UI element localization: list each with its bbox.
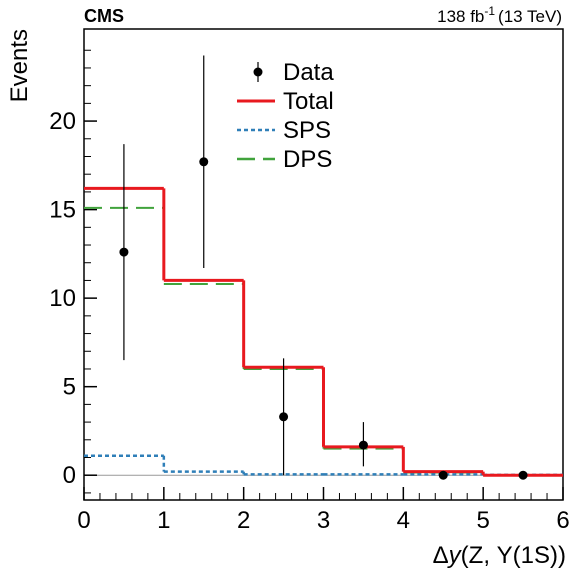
experiment-label: CMS [84, 6, 124, 26]
y-tick-label: 15 [49, 197, 76, 224]
axis-ticks [83, 49, 564, 500]
series-sps [84, 454, 563, 477]
tick-labels: 0 1 2 3 4 5 6 0 5 10 15 20 [49, 108, 569, 534]
data-point [358, 440, 368, 450]
x-axis-title-rest: (Z, Υ(1S)) [461, 542, 566, 569]
series-total [84, 186, 563, 477]
data-point [279, 412, 289, 422]
series-data [119, 55, 528, 480]
y-tick-label: 10 [49, 285, 76, 312]
data-point [518, 470, 528, 480]
y-tick-label: 5 [63, 374, 76, 401]
legend-marker-data [253, 67, 263, 77]
energy-value: (13 TeV) [498, 7, 562, 26]
x-tick-label: 3 [317, 507, 330, 534]
legend-label-sps: SPS [283, 117, 331, 144]
data-point [119, 247, 129, 257]
x-tick-label: 4 [397, 507, 410, 534]
series-layer [84, 55, 563, 480]
legend-label-data: Data [283, 59, 334, 86]
data-point [438, 470, 448, 480]
luminosity-label: 138 fb-1 (13 TeV) [437, 4, 562, 26]
x-axis-title-var: y [447, 542, 463, 569]
data-point [199, 157, 209, 167]
x-axis-title-greek: Δ [433, 542, 449, 569]
x-tick-label: 0 [77, 507, 90, 534]
x-tick-label: 6 [556, 507, 569, 534]
x-tick-label: 1 [157, 507, 170, 534]
y-tick-label: 0 [63, 462, 76, 489]
x-tick-label: 5 [476, 507, 489, 534]
luminosity-exponent: -1 [484, 4, 495, 18]
legend-label-total: Total [283, 88, 334, 115]
legend-label-dps: DPS [283, 146, 332, 173]
luminosity-value: 138 fb [437, 7, 484, 26]
x-tick-label: 2 [237, 507, 250, 534]
x-axis-title: Δy(Z, Υ(1S)) [433, 542, 566, 569]
y-tick-label: 20 [49, 108, 76, 135]
y-axis-title: Events [6, 29, 33, 102]
